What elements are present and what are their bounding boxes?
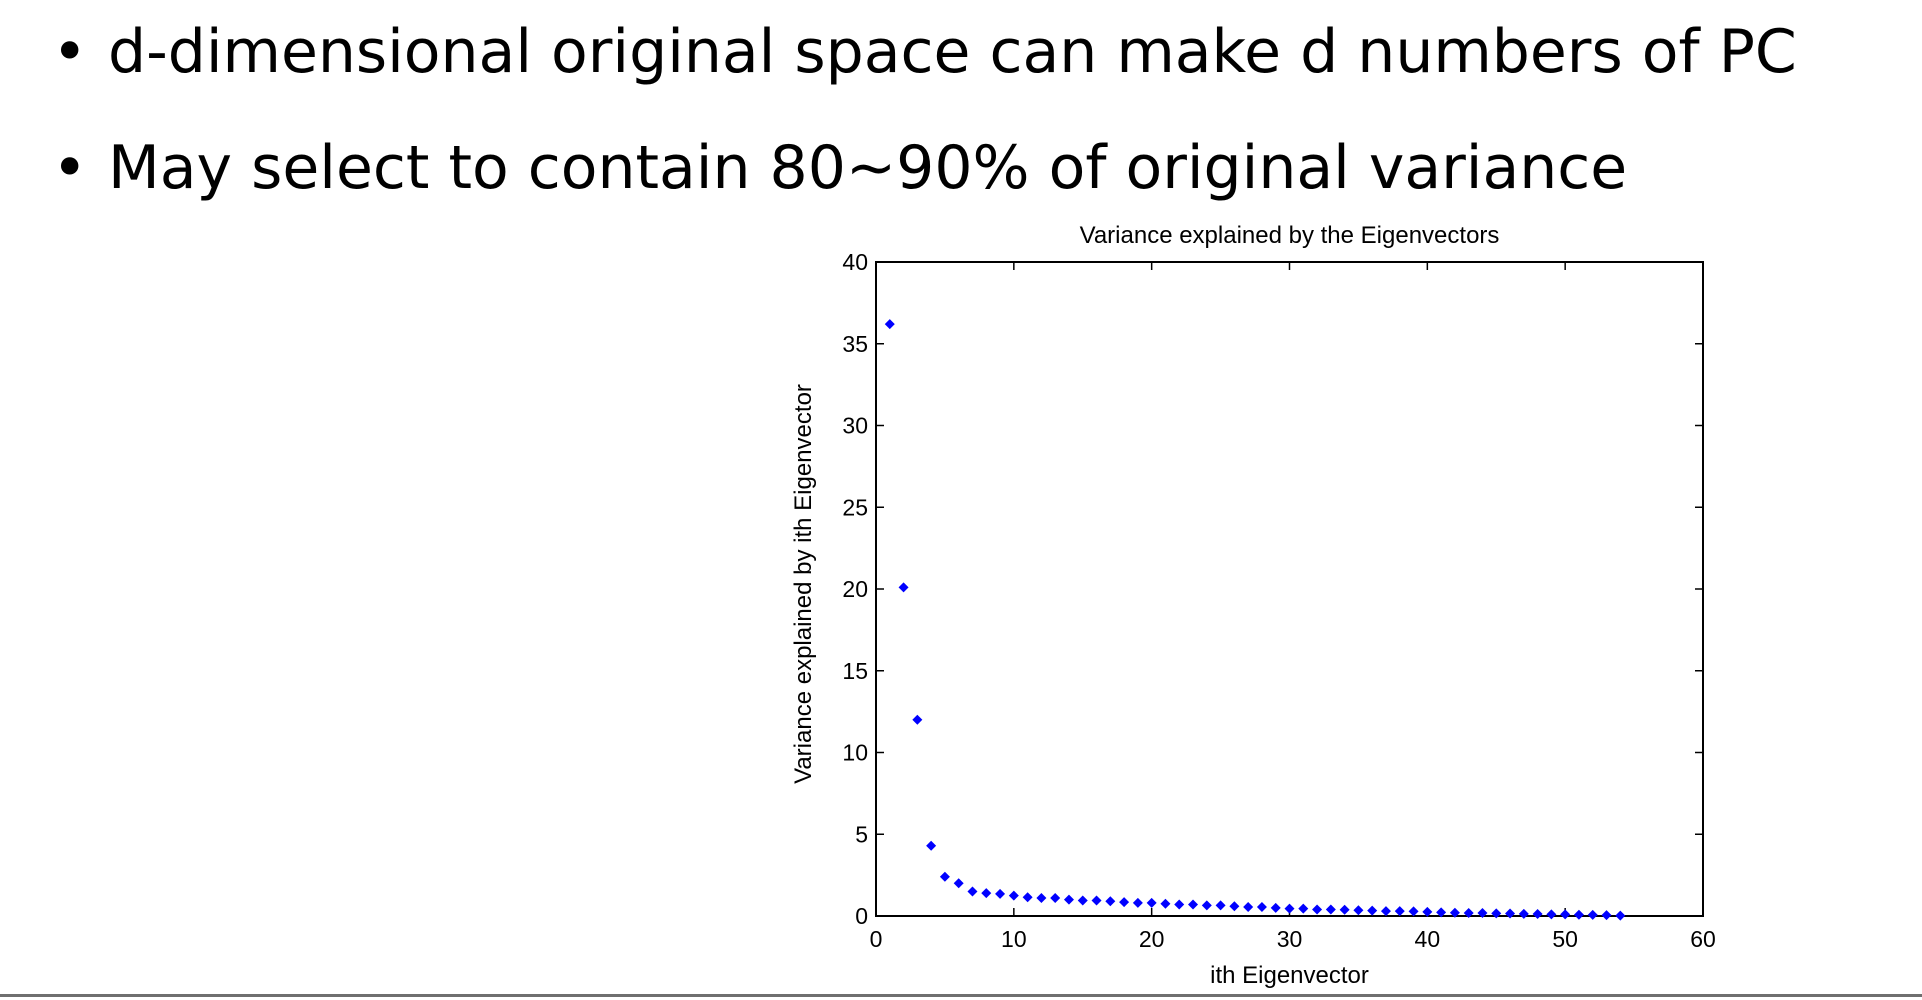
data-point (1463, 908, 1474, 919)
data-point (1256, 902, 1267, 913)
y-tick-label: 0 (855, 903, 868, 929)
data-point (1022, 892, 1033, 903)
data-point (1091, 895, 1102, 906)
data-point (995, 888, 1006, 899)
data-point (898, 582, 909, 593)
data-point (1298, 903, 1309, 914)
x-tick-label: 30 (1277, 926, 1303, 952)
y-tick-label: 5 (855, 821, 868, 847)
data-point (926, 840, 937, 851)
data-point (1215, 900, 1226, 911)
data-point (884, 319, 895, 330)
scatter-chart: 0 10 20 30 40 50 60 0 5 10 15 20 25 30 35 40 Variance ex… (790, 222, 1716, 989)
data-point (1146, 897, 1157, 908)
data-point (1284, 903, 1295, 914)
data-point (1036, 893, 1047, 904)
y-tick-label: 35 (842, 331, 868, 357)
data-point (1449, 907, 1460, 918)
y-tick-label: 15 (842, 658, 868, 684)
data-point (1573, 909, 1584, 920)
y-tick-label: 10 (842, 740, 868, 766)
data-point (1270, 902, 1281, 913)
data-point (1243, 902, 1254, 913)
x-tick-label: 20 (1139, 926, 1165, 952)
data-point (1518, 908, 1529, 919)
data-point (1532, 909, 1543, 920)
data-point (1105, 896, 1116, 907)
data-point (967, 886, 978, 897)
data-point (1367, 905, 1378, 916)
bullet-marker: • (52, 133, 88, 203)
data-point (1132, 897, 1143, 908)
x-tick-label: 60 (1690, 926, 1716, 952)
data-point (939, 871, 950, 882)
data-point (1229, 901, 1240, 912)
data-point (1188, 899, 1199, 910)
data-point (1201, 900, 1212, 911)
data-point (981, 888, 992, 899)
data-point (1174, 899, 1185, 910)
x-axis-label: ith Eigenvector (1210, 962, 1369, 989)
data-point (1601, 910, 1612, 921)
y-tick-label: 30 (842, 413, 868, 439)
data-point (1160, 898, 1171, 909)
y-tick-label: 40 (842, 249, 868, 275)
data-point (1505, 908, 1516, 919)
data-point (1436, 907, 1447, 918)
data-point (1325, 904, 1336, 915)
plot-frame (875, 261, 1704, 917)
y-tick-label: 25 (842, 494, 868, 520)
bullet-item: • d-dimensional original space can make d… (52, 22, 1797, 82)
data-point (953, 878, 964, 889)
x-tick-label: 0 (870, 926, 883, 952)
data-point (1380, 906, 1391, 917)
data-point (1050, 893, 1061, 904)
data-point (1339, 904, 1350, 915)
data-point (1077, 895, 1088, 906)
data-point (1422, 906, 1433, 917)
data-point (1615, 910, 1626, 921)
bullet-item: • May select to contain 80~90% of origina… (52, 138, 1627, 198)
data-point (1491, 908, 1502, 919)
bottom-divider (0, 994, 1922, 997)
data-point (1560, 909, 1571, 920)
data-point (1408, 906, 1419, 917)
data-point (1063, 894, 1074, 905)
data-point (1546, 909, 1557, 920)
y-axis-label: Variance explained by ith Eigenvector (790, 384, 817, 784)
data-point (1587, 909, 1598, 920)
bullet-text: d-dimensional original space can make d … (108, 17, 1797, 87)
y-tick-label: 20 (842, 576, 868, 602)
data-point (1477, 908, 1488, 919)
bullet-text: May select to contain 80~90% of original… (108, 133, 1628, 203)
data-point (1394, 906, 1405, 917)
x-tick-label: 40 (1415, 926, 1441, 952)
data-point (1008, 890, 1019, 901)
data-point (1312, 904, 1323, 915)
x-tick-label: 10 (1001, 926, 1027, 952)
chart-title: Variance explained by the Eigenvectors (1080, 222, 1500, 249)
data-point (1353, 905, 1364, 916)
bullet-marker: • (52, 17, 88, 87)
data-point (912, 714, 923, 725)
data-point (1119, 897, 1130, 908)
x-tick-label: 50 (1552, 926, 1578, 952)
